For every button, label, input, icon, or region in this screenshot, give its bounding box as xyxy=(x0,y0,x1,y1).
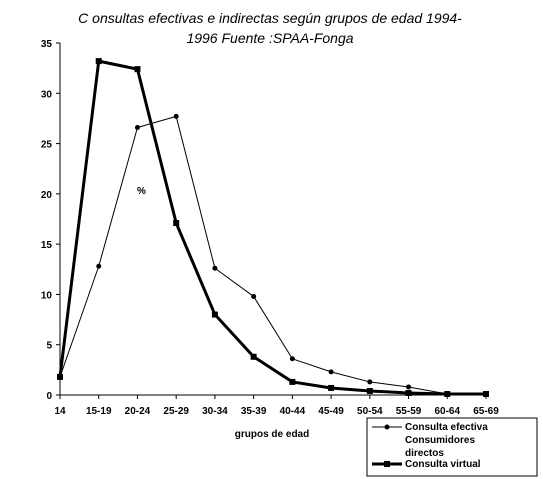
y-tick-label: 10 xyxy=(41,290,53,301)
data-point-virtual xyxy=(289,378,296,385)
x-tick-label: 65-69 xyxy=(473,406,499,417)
x-tick-label: 60-64 xyxy=(434,406,460,417)
data-point-virtual xyxy=(483,390,489,397)
data-point-efectiva xyxy=(289,356,295,362)
x-tick-label: 40-44 xyxy=(280,406,306,417)
legend: Consulta efectiva Consumidores directos … xyxy=(366,417,538,477)
x-tick-label: 55-59 xyxy=(396,406,422,417)
legend-label-efectiva-2: Consumidores xyxy=(405,435,475,446)
legend-box xyxy=(366,417,538,477)
x-tick-label: 15-19 xyxy=(86,406,112,417)
data-point-efectiva xyxy=(406,384,412,390)
series-layer xyxy=(57,58,489,397)
series-consulta-virtual xyxy=(57,58,489,397)
y-tick-label: 20 xyxy=(41,190,53,201)
y-tick-label: 30 xyxy=(41,89,53,100)
data-point-efectiva xyxy=(212,265,218,271)
y-tick-label: 25 xyxy=(41,140,53,151)
y-tick-label: 35 xyxy=(41,39,53,50)
data-point-virtual xyxy=(57,373,63,380)
data-point-efectiva xyxy=(251,293,257,299)
data-point-virtual xyxy=(328,384,335,391)
chart-title-line1: C onsultas efectivas e indirectas según … xyxy=(78,10,462,26)
data-point-efectiva xyxy=(134,124,140,130)
y-tick-label: 5 xyxy=(46,341,52,352)
data-point-virtual xyxy=(444,390,451,397)
data-point-efectiva xyxy=(328,369,334,375)
legend-marker-square xyxy=(384,461,390,467)
series-line-virtual xyxy=(58,59,486,396)
x-tick-label: 30-34 xyxy=(202,406,228,417)
legend-label-virtual: Consulta virtual xyxy=(405,459,481,470)
x-tick-label: 20-24 xyxy=(125,406,151,417)
data-point-efectiva xyxy=(367,379,373,385)
series-line-efectiva xyxy=(59,115,486,395)
data-point-efectiva xyxy=(96,263,102,269)
chart-title-line2: 1996 Fuente :SPAA-Fonga xyxy=(186,30,353,46)
y-tick-label: 15 xyxy=(41,240,53,251)
data-point-virtual xyxy=(405,389,412,396)
data-point-efectiva xyxy=(173,113,179,119)
data-point-virtual xyxy=(134,66,141,73)
y-tick-label: 0 xyxy=(46,391,52,402)
legend-label-efectiva-1: Consulta efectiva xyxy=(405,422,488,433)
series-consulta-efectiva xyxy=(57,113,489,397)
x-axis-ticks: 14 15-19 20-24 25-29 30-34 35-39 40-44 45-49 50-… xyxy=(54,395,499,417)
x-tick-label: 50-54 xyxy=(357,406,383,417)
y-axis-ticks: 0 5 10 15 20 25 30 35 xyxy=(41,39,60,402)
data-point-virtual xyxy=(173,220,180,227)
x-tick-label: 14 xyxy=(54,406,66,417)
data-point-virtual xyxy=(366,387,373,394)
x-tick-label: 35-39 xyxy=(241,406,267,417)
data-point-virtual xyxy=(211,311,218,318)
legend-marker-circle xyxy=(384,424,390,430)
x-tick-label: 25-29 xyxy=(163,406,189,417)
legend-label-efectiva-3: directos xyxy=(405,448,444,459)
x-axis-label: grupos de edad xyxy=(235,429,309,440)
data-point-virtual xyxy=(95,58,102,65)
y-axis-label: % xyxy=(137,186,146,197)
data-point-virtual xyxy=(250,353,257,360)
x-tick-label: 45-49 xyxy=(318,406,344,417)
